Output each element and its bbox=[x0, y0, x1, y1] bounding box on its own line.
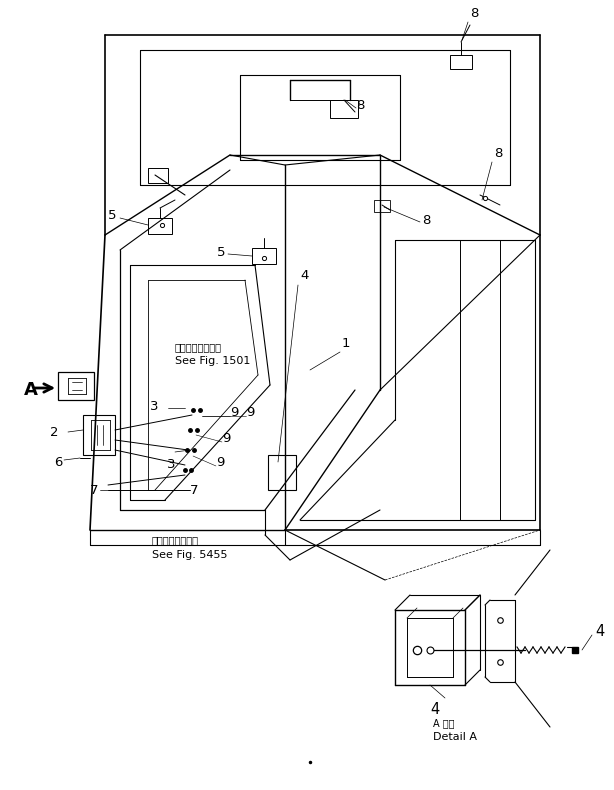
Text: 5: 5 bbox=[107, 209, 116, 221]
Text: 6: 6 bbox=[53, 456, 62, 468]
Text: Detail A: Detail A bbox=[433, 732, 477, 742]
FancyBboxPatch shape bbox=[330, 100, 358, 118]
Text: 第１５０１図参照: 第１５０１図参照 bbox=[175, 342, 222, 352]
Text: 8: 8 bbox=[470, 7, 478, 20]
Text: 8: 8 bbox=[494, 147, 502, 160]
Text: See Fig. 5455: See Fig. 5455 bbox=[152, 550, 228, 560]
Text: 9: 9 bbox=[246, 405, 254, 419]
Text: 8: 8 bbox=[422, 213, 430, 227]
Text: 2: 2 bbox=[50, 426, 58, 438]
Text: 9: 9 bbox=[222, 431, 230, 445]
FancyBboxPatch shape bbox=[148, 168, 168, 183]
Text: See Fig. 1501: See Fig. 1501 bbox=[175, 356, 251, 366]
Text: 9: 9 bbox=[216, 456, 224, 468]
Text: 1: 1 bbox=[342, 337, 351, 350]
Text: 8: 8 bbox=[356, 99, 364, 111]
FancyBboxPatch shape bbox=[374, 200, 390, 212]
Text: 3: 3 bbox=[149, 400, 158, 412]
FancyBboxPatch shape bbox=[58, 372, 94, 400]
FancyBboxPatch shape bbox=[83, 415, 115, 455]
Text: 7: 7 bbox=[190, 483, 198, 496]
Text: 5: 5 bbox=[217, 246, 225, 258]
FancyBboxPatch shape bbox=[268, 455, 296, 490]
Text: 4: 4 bbox=[595, 625, 604, 639]
Text: A: A bbox=[24, 381, 38, 399]
FancyBboxPatch shape bbox=[148, 218, 172, 234]
Text: 3: 3 bbox=[166, 458, 175, 471]
Text: 9: 9 bbox=[230, 405, 238, 419]
Text: 4: 4 bbox=[430, 702, 440, 717]
Text: A 詳細: A 詳細 bbox=[433, 718, 454, 728]
FancyBboxPatch shape bbox=[252, 248, 276, 264]
Text: 第５４５５図参照: 第５４５５図参照 bbox=[152, 535, 199, 545]
FancyBboxPatch shape bbox=[450, 55, 472, 69]
Text: 4: 4 bbox=[300, 269, 308, 282]
Text: 7: 7 bbox=[90, 483, 98, 496]
